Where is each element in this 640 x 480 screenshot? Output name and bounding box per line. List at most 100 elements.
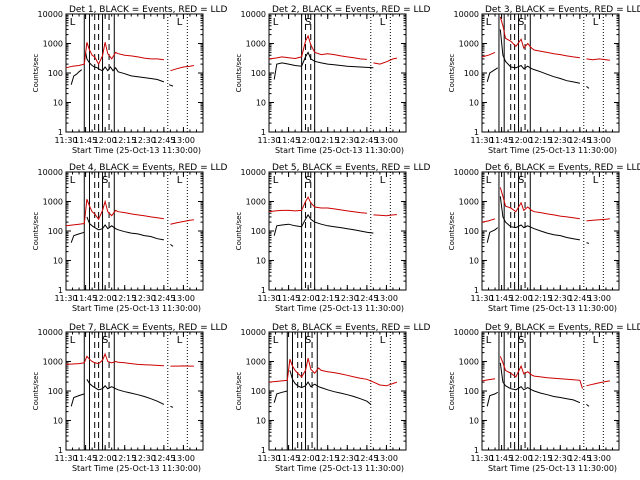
x-tick-label: 12:45 bbox=[355, 294, 378, 303]
x-axis-label: Start Time (25-Oct-13 11:30:00) bbox=[275, 304, 404, 313]
panel-title: Det 7, BLACK = Events, RED = LLD bbox=[69, 323, 228, 333]
state-marker: L bbox=[70, 335, 76, 346]
y-tick-label: 1 bbox=[474, 286, 479, 295]
state-marker: L bbox=[380, 335, 386, 346]
y-tick-label: 1000 bbox=[246, 198, 266, 207]
x-axis-label: Start Time (25-Oct-13 11:30:00) bbox=[488, 146, 617, 155]
panel-title: Det 2, BLACK = Events, RED = LLD bbox=[272, 5, 431, 15]
y-tick-label: 1 bbox=[58, 286, 63, 295]
x-tick-label: 12:30 bbox=[336, 136, 359, 145]
x-tick-label: 12:00 bbox=[510, 454, 533, 463]
x-tick-label: 12:00 bbox=[510, 136, 533, 145]
y-tick-label: 1 bbox=[474, 128, 479, 137]
x-tick-label: 12:00 bbox=[297, 136, 320, 145]
y-tick-label: 1 bbox=[261, 128, 266, 137]
panel-2: Det 2, BLACK = Events, RED = LLD 1 10 100 10… bbox=[235, 5, 431, 155]
y-axis-label: Counts/sec bbox=[448, 372, 456, 411]
x-tick-label: 11:30 bbox=[54, 136, 77, 145]
y-tick-label: 10 bbox=[469, 99, 479, 108]
events-curve bbox=[273, 370, 372, 405]
y-tick-label: 10 bbox=[469, 257, 479, 266]
x-tick-label: 12:00 bbox=[94, 294, 117, 303]
x-tick-label: 12:15 bbox=[529, 454, 552, 463]
panel-5: Det 5, BLACK = Events, RED = LLD 1 10 100 10… bbox=[235, 163, 431, 313]
state-marker: L bbox=[593, 17, 599, 28]
x-tick-label: 12:30 bbox=[133, 294, 156, 303]
events-curve bbox=[486, 196, 590, 244]
state-marker: L bbox=[273, 335, 279, 346]
state-marker: S bbox=[518, 17, 524, 28]
state-marker: L bbox=[177, 335, 183, 346]
x-tick-label: 11:30 bbox=[470, 454, 493, 463]
y-tick-label: 10 bbox=[53, 417, 63, 426]
x-tick-label: 12:30 bbox=[336, 454, 359, 463]
x-tick-label: 12:00 bbox=[297, 294, 320, 303]
state-marker: L bbox=[486, 17, 492, 28]
y-tick-label: 100 bbox=[48, 69, 63, 78]
x-tick-label: 11:45 bbox=[277, 136, 300, 145]
y-tick-label: 1000 bbox=[459, 40, 479, 49]
state-marker: L bbox=[177, 17, 183, 28]
state-marker: L bbox=[486, 335, 492, 346]
x-tick-label: 11:30 bbox=[257, 136, 280, 145]
x-tick-label: 11:45 bbox=[490, 136, 513, 145]
y-tick-label: 10 bbox=[256, 417, 266, 426]
y-tick-label: 10 bbox=[53, 99, 63, 108]
plot-frame bbox=[481, 331, 620, 451]
state-marker: L bbox=[177, 175, 183, 186]
x-tick-label: 11:30 bbox=[54, 454, 77, 463]
panel-4: Det 4, BLACK = Events, RED = LLD 1 10 100 10… bbox=[32, 163, 228, 313]
y-tick-label: 10 bbox=[53, 257, 63, 266]
y-tick-label: 10000 bbox=[454, 168, 479, 177]
x-tick-label: 11:45 bbox=[74, 294, 97, 303]
x-tick-label: 11:45 bbox=[277, 294, 300, 303]
y-tick-label: 10000 bbox=[454, 328, 479, 337]
state-marker: S bbox=[102, 175, 108, 186]
x-axis-label: Start Time (25-Oct-13 11:30:00) bbox=[72, 464, 201, 473]
events-curve bbox=[273, 213, 374, 236]
x-tick-label: 12:15 bbox=[316, 136, 339, 145]
state-marker: L bbox=[273, 175, 279, 186]
events-curve bbox=[486, 29, 590, 89]
y-axis-label: Counts/sec bbox=[235, 54, 243, 93]
x-tick-label: 12:00 bbox=[94, 454, 117, 463]
panel-3: Det 3, BLACK = Events, RED = LLD 1 10 100 10… bbox=[448, 5, 640, 155]
x-tick-label: 12:45 bbox=[568, 454, 591, 463]
plot-frame bbox=[65, 171, 204, 291]
x-tick-label: 11:30 bbox=[470, 294, 493, 303]
panel-title: Det 1, BLACK = Events, RED = LLD bbox=[69, 5, 228, 15]
x-tick-label: 12:45 bbox=[355, 454, 378, 463]
x-tick-label: 13:00 bbox=[375, 136, 398, 145]
lld-curve bbox=[481, 356, 610, 389]
y-tick-label: 10 bbox=[256, 257, 266, 266]
plot-frame bbox=[65, 13, 204, 133]
x-axis-label: Start Time (25-Oct-13 11:30:00) bbox=[72, 304, 201, 313]
x-tick-label: 12:45 bbox=[152, 294, 175, 303]
x-axis-label: Start Time (25-Oct-13 11:30:00) bbox=[275, 464, 404, 473]
panel-title: Det 6, BLACK = Events, RED = LLD bbox=[485, 163, 640, 173]
y-tick-label: 100 bbox=[464, 387, 479, 396]
x-tick-label: 12:15 bbox=[113, 294, 136, 303]
x-tick-label: 12:30 bbox=[133, 454, 156, 463]
x-axis-label: Start Time (25-Oct-13 11:30:00) bbox=[275, 146, 404, 155]
y-axis-label: Counts/sec bbox=[235, 372, 243, 411]
lld-curve bbox=[65, 199, 194, 227]
state-marker: S bbox=[305, 17, 311, 28]
x-tick-label: 13:00 bbox=[172, 136, 195, 145]
plot-frame bbox=[65, 331, 204, 451]
state-marker: L bbox=[70, 175, 76, 186]
y-tick-label: 10000 bbox=[241, 328, 266, 337]
x-tick-label: 12:30 bbox=[133, 136, 156, 145]
y-tick-label: 1 bbox=[474, 446, 479, 455]
x-tick-label: 13:00 bbox=[588, 136, 611, 145]
lld-curve bbox=[268, 196, 397, 217]
y-tick-label: 1000 bbox=[43, 40, 63, 49]
y-tick-label: 1000 bbox=[459, 198, 479, 207]
plot-frame bbox=[268, 331, 407, 451]
x-tick-label: 12:30 bbox=[549, 136, 572, 145]
y-tick-label: 10 bbox=[469, 417, 479, 426]
lld-curve bbox=[65, 352, 194, 367]
y-tick-label: 100 bbox=[48, 387, 63, 396]
lld-curve bbox=[481, 16, 610, 61]
events-curve bbox=[273, 51, 374, 80]
